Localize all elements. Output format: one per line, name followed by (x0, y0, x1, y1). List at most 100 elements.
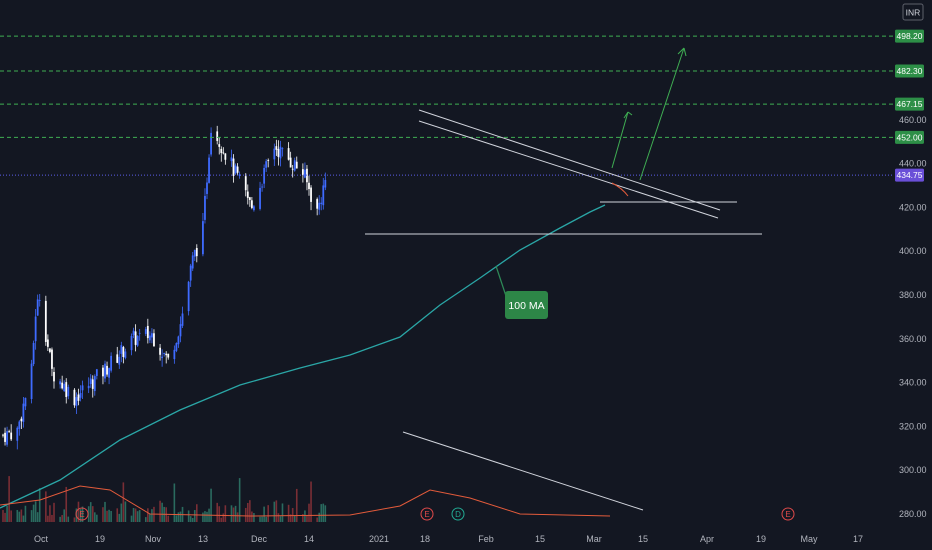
candle-body (108, 368, 110, 378)
volume-bar (51, 514, 53, 522)
candle-body (246, 191, 249, 198)
candle-body (216, 131, 219, 141)
volume-bar (273, 501, 276, 522)
volume-bar (104, 501, 106, 522)
y-tick-label: 360.00 (899, 334, 927, 344)
candle-body (32, 342, 35, 365)
volume-bar (177, 512, 180, 522)
candle-body (181, 313, 184, 326)
candle-body (308, 182, 310, 190)
volume-bar (118, 513, 121, 522)
currency-badge[interactable]: INR (902, 3, 924, 21)
candle-body (230, 157, 233, 162)
volume-bar (8, 476, 10, 522)
volume-bar (136, 511, 139, 522)
candle-body (208, 157, 210, 183)
candle-body (218, 144, 221, 147)
volume-ma-line (0, 485, 611, 517)
candle-body (93, 376, 96, 392)
volume-bar (24, 505, 27, 522)
volume-bar (151, 509, 153, 522)
volume-bar (124, 501, 127, 522)
candle-body (291, 168, 294, 170)
candle-body (236, 166, 239, 173)
candle-body (24, 397, 27, 407)
volume-bar (216, 502, 218, 522)
candle-body (202, 221, 204, 255)
event-marker[interactable] (420, 507, 434, 521)
ma-label: 100 MA (508, 300, 544, 312)
candle-body (224, 153, 227, 160)
candle-body (122, 347, 125, 358)
volume-bar (316, 517, 318, 522)
volume-bar (251, 511, 253, 522)
candle-body (30, 363, 33, 400)
event-marker[interactable] (75, 507, 89, 521)
volume-bar (106, 510, 108, 522)
candle-body (22, 403, 25, 422)
x-tick-label: 2021 (369, 534, 389, 544)
candle-body (259, 187, 261, 209)
volume-bar (161, 502, 163, 522)
candle-body (120, 345, 123, 354)
candle-body (106, 365, 108, 375)
candle-body (289, 157, 292, 168)
volume-bar (134, 508, 137, 522)
volume-bar (289, 514, 292, 522)
candle-body (36, 299, 39, 316)
event-marker[interactable] (781, 507, 795, 521)
volume-bar (167, 515, 170, 522)
level-badge (895, 64, 924, 78)
y-tick-label: 380.00 (899, 290, 927, 300)
volume-bar (96, 514, 98, 522)
volume-bar (116, 508, 119, 522)
level-label: 467.15 (897, 99, 923, 109)
volume-bar (218, 506, 221, 522)
candle-body (75, 397, 78, 407)
volume-bar (132, 507, 135, 522)
volume-bar (59, 516, 61, 522)
volume-bar (295, 488, 298, 522)
candle-body (277, 148, 280, 157)
volume-bar (149, 513, 151, 522)
time-axis: Oct 19 Nov 13 Dec 14 2021 18 Feb 15 Mar 15 Apr 19 May 1… (34, 534, 863, 544)
volume-bar (110, 510, 112, 522)
volume-bar (320, 504, 323, 522)
y-tick-label: 440.00 (899, 159, 927, 169)
candle-body (210, 132, 212, 155)
candle-body (275, 146, 278, 150)
x-tick-label: Mar (586, 534, 602, 544)
candle-body (65, 382, 68, 397)
candle-body (175, 343, 178, 351)
volume-bar (202, 512, 204, 522)
y-tick-label: 320.00 (899, 421, 927, 431)
candle-body (253, 206, 255, 211)
y-tick-label: 420.00 (899, 202, 927, 212)
volume-bar (191, 517, 194, 522)
volume-bar (265, 516, 267, 522)
volume-bar (179, 511, 182, 522)
candle-body (46, 339, 49, 347)
volume-bar (304, 510, 306, 522)
volume-bar (310, 481, 312, 522)
candle-body (38, 299, 41, 301)
volume-bar (30, 510, 33, 522)
projection-arrow-1-head-b (627, 111, 633, 116)
event-marker[interactable] (451, 507, 465, 521)
volume-bar (91, 506, 94, 522)
candle-body (320, 202, 323, 205)
candle-body (63, 383, 66, 392)
candle-body (279, 146, 282, 159)
volume-bar (4, 512, 6, 522)
volume-bar (291, 508, 294, 522)
candle-body (118, 356, 121, 365)
volume-bar (108, 509, 110, 522)
volume-bar (138, 510, 141, 522)
x-tick-label: May (800, 534, 818, 544)
candle-body (263, 167, 266, 184)
candle-body (102, 367, 104, 377)
volume-downtrend-line (402, 431, 644, 511)
candle-body (87, 385, 90, 389)
